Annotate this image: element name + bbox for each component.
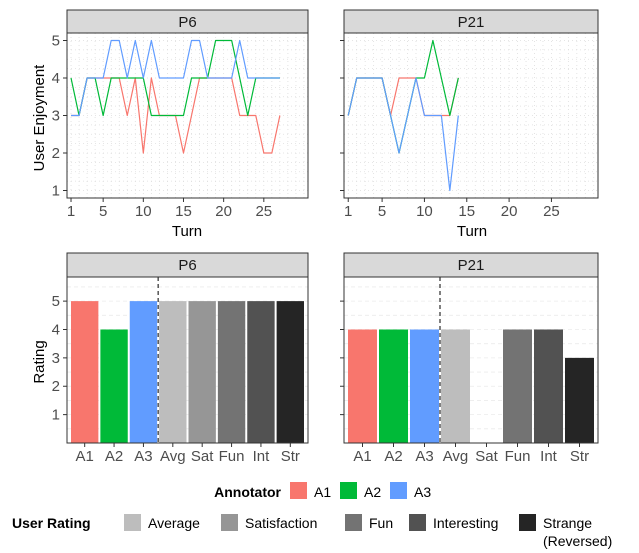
y-tick-label: 5 [52, 33, 60, 50]
bar-int [247, 301, 275, 443]
x-tick-label: A3 [415, 448, 433, 465]
x-tick-label: 20 [501, 203, 518, 220]
x-tick-label: 10 [135, 203, 152, 220]
legend-title-annotator: Annotator [214, 484, 281, 500]
bar-avg [159, 301, 187, 443]
bar-int [534, 329, 563, 443]
legend-swatch-average [124, 514, 141, 531]
x-tick-label: Sat [191, 448, 214, 465]
y-tick-label: 3 [52, 108, 60, 125]
y-tick-label: 1 [52, 183, 60, 200]
bar-str [276, 301, 304, 443]
panel-bar-p21: P21 A1 A2 A3 Avg Sat Fun Int Str [340, 252, 599, 465]
x-tick-label: A1 [76, 448, 94, 465]
line-ylabel: User Enjoyment [31, 64, 48, 172]
bar-avg [441, 329, 470, 443]
y-tick-label: 4 [52, 70, 60, 87]
legend-swatch-a3 [390, 482, 407, 499]
bar-fun [217, 301, 246, 443]
x-tick-label: 1 [344, 203, 352, 220]
series-line-a2 [70, 39, 280, 117]
x-tick-label: Fun [219, 448, 245, 465]
x-tick-label: A2 [384, 448, 402, 465]
facet-strip [66, 252, 309, 278]
series-line-a3 [347, 77, 459, 192]
bar-str [565, 357, 594, 443]
y-tick-label: 3 [52, 350, 60, 367]
legend-label-a3: A3 [414, 484, 431, 500]
series-line-a3 [71, 39, 280, 117]
x-tick-label: 15 [175, 203, 192, 220]
legend-annotator-items: A1 A2 A3 [290, 482, 431, 500]
facet-strip [343, 252, 599, 278]
x-tick-label: 25 [255, 203, 272, 220]
legend-label-satisfaction: Satisfaction [245, 515, 317, 531]
x-tick-label: Int [253, 448, 271, 465]
facet-label: P6 [178, 257, 196, 274]
panel-border [66, 276, 309, 444]
x-tick-label: Int [540, 448, 558, 465]
x-tick-label: A2 [105, 448, 123, 465]
panel-bar-p6: P6 A1 A2 A3 Avg Sat Fun Int Str 1 2 3 4 5 [52, 252, 309, 465]
x-tick-label: A1 [353, 448, 371, 465]
bar-a2 [100, 329, 128, 443]
x-tick-label: A3 [134, 448, 152, 465]
legend-label-strange: Strange [543, 515, 592, 531]
x-tick-label: 15 [458, 203, 475, 220]
bar-a1 [71, 301, 99, 443]
x-tick-label: 5 [99, 203, 107, 220]
x-tick-label: 5 [378, 203, 386, 220]
x-tick-label: 20 [215, 203, 232, 220]
y-tick-label: 1 [52, 407, 60, 424]
legend-label-fun: Fun [369, 515, 393, 531]
line-xlabel-p21: Turn [457, 223, 487, 240]
bar-a3 [410, 329, 439, 443]
facet-label: P21 [458, 257, 485, 274]
x-tick-label: Avg [443, 448, 469, 465]
legend-label-average: Average [148, 515, 200, 531]
x-tick-label: 25 [543, 203, 560, 220]
y-tick-label: 2 [52, 378, 60, 395]
legend-swatch-fun [345, 514, 362, 531]
x-tick-label: Avg [160, 448, 186, 465]
bar-a3 [129, 301, 158, 443]
x-tick-label: Sat [475, 448, 498, 465]
legend-swatch-strange [519, 514, 536, 531]
y-tick-label: 2 [52, 145, 60, 162]
panel-border [343, 276, 599, 444]
bar-fun [503, 329, 532, 443]
panel-border [343, 32, 599, 199]
x-tick-label: 1 [67, 203, 75, 220]
legend-title-user-rating: User Rating [12, 515, 91, 531]
legend-swatch-satisfaction [221, 514, 238, 531]
legend-label-a2: A2 [364, 484, 381, 500]
x-tick-label: 10 [416, 203, 433, 220]
panel-background [344, 33, 598, 198]
x-tick-label: Str [281, 448, 300, 465]
legend-swatch-a2 [340, 482, 357, 499]
bar-sat [188, 301, 216, 443]
legend: Annotator A1 A2 A3 User Rating Average Sati… [12, 482, 612, 549]
x-tick-label: Fun [505, 448, 531, 465]
legend-swatch-a1 [290, 482, 307, 499]
facet-label: P6 [178, 14, 196, 31]
facet-label: P21 [458, 14, 485, 31]
legend-label-interesting: Interesting [433, 515, 498, 531]
bar-a1 [348, 329, 377, 443]
legend-swatch-interesting [409, 514, 426, 531]
panel-border [66, 32, 309, 199]
legend-label-a1: A1 [314, 484, 331, 500]
bar-ylabel: Rating [31, 340, 48, 383]
bar-a2 [379, 329, 408, 443]
y-tick-label: 4 [52, 321, 60, 338]
legend-user-rating-items: Average Satisfaction Fun Interesting Strange… [124, 514, 612, 549]
x-tick-label: Str [570, 448, 589, 465]
line-xlabel-p6: Turn [172, 223, 202, 240]
legend-label-strange-line2: (Reversed) [543, 533, 612, 549]
y-tick-label: 5 [52, 293, 60, 310]
